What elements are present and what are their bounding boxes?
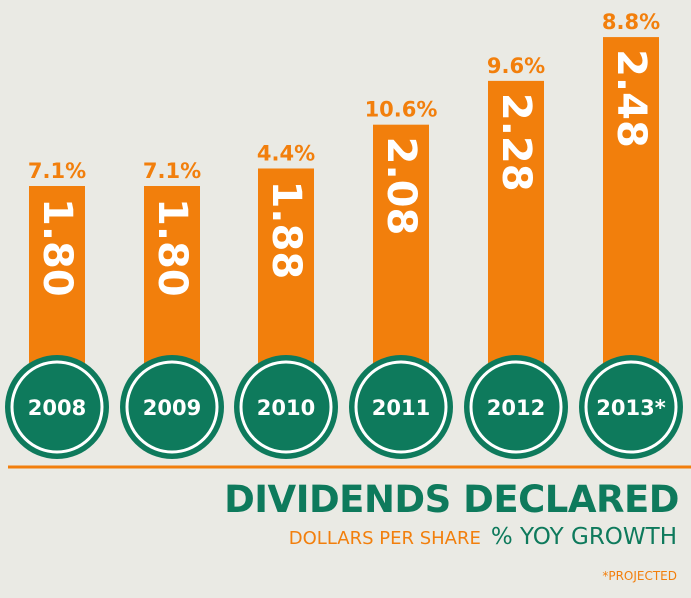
- bar-value-label: 2.08: [378, 137, 424, 236]
- bar-2013: [603, 37, 659, 395]
- year-circle-ring: [354, 360, 448, 454]
- growth-label: 8.8%: [602, 10, 660, 34]
- subtitle-dollars-per-share: DOLLARS PER SHARE: [288, 528, 481, 549]
- bar-value-label: 2.48: [608, 49, 654, 148]
- growth-label: 4.4%: [257, 141, 315, 165]
- year-label: 2012: [487, 396, 545, 420]
- growth-label: 9.6%: [487, 54, 545, 78]
- bars-layer: 7.1% 1.80 7.1% 1.80 4.4% 1.88 10.6% 2.08 9.6% 2.2…: [28, 10, 660, 396]
- year-label: 2009: [143, 396, 201, 420]
- year-circle-ring: [584, 360, 678, 454]
- year-circle: [5, 355, 109, 459]
- year-label: 2011: [372, 396, 430, 420]
- chart-subtitle: DOLLARS PER SHARE % YOY GROWTH: [289, 524, 677, 550]
- year-label: 2013*: [596, 396, 665, 420]
- subtitle-yoy-growth: % YOY GROWTH: [490, 524, 677, 550]
- bar-value-label: 1.88: [263, 180, 309, 279]
- growth-label: 7.1%: [143, 159, 201, 183]
- year-circle-ring: [125, 360, 219, 454]
- bar-2011: [373, 124, 429, 396]
- year-circle: [579, 355, 683, 459]
- year-circle-ring: [239, 360, 333, 454]
- projected-footnote: *PROJECTED: [602, 569, 677, 583]
- year-circle-ring: [469, 360, 563, 454]
- year-circle: [349, 355, 453, 459]
- chart-title: DIVIDENDS DECLARED: [224, 478, 679, 521]
- growth-label: 7.1%: [28, 159, 86, 183]
- growth-label: 10.6%: [365, 98, 438, 122]
- year-label: 2010: [257, 396, 315, 420]
- bar-value-label: 1.80: [34, 198, 80, 297]
- year-circles-layer: 2008 2009 2010 2011 2012 2013*: [5, 355, 683, 459]
- year-circle: [234, 355, 338, 459]
- bar-value-label: 2.28: [493, 93, 539, 192]
- year-circle: [464, 355, 568, 459]
- year-label: 2008: [28, 396, 86, 420]
- year-circle-ring: [10, 360, 104, 454]
- bar-value-label: 1.80: [149, 198, 195, 297]
- bar-2012: [488, 80, 544, 395]
- year-circle: [120, 355, 224, 459]
